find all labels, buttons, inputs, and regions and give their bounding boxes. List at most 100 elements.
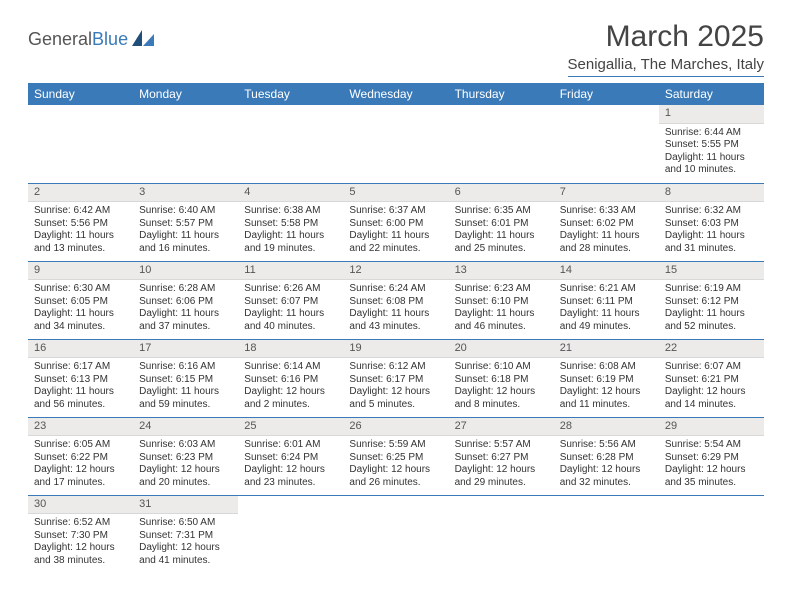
calendar-cell: 11Sunrise: 6:26 AMSunset: 6:07 PMDayligh… bbox=[238, 261, 343, 339]
day-header: Monday bbox=[133, 83, 238, 105]
calendar-cell: 7Sunrise: 6:33 AMSunset: 6:02 PMDaylight… bbox=[554, 183, 659, 261]
day-number: 17 bbox=[133, 340, 238, 359]
sunset-text: Sunset: 6:28 PM bbox=[560, 452, 653, 465]
daylight-text: Daylight: 11 hours and 37 minutes. bbox=[139, 308, 232, 333]
daylight-text: Daylight: 12 hours and 17 minutes. bbox=[34, 464, 127, 489]
sunset-text: Sunset: 6:00 PM bbox=[349, 218, 442, 231]
calendar-cell bbox=[238, 105, 343, 183]
day-number: 4 bbox=[238, 184, 343, 203]
month-title: March 2025 bbox=[568, 20, 765, 54]
day-number: 2 bbox=[28, 184, 133, 203]
daylight-text: Daylight: 11 hours and 49 minutes. bbox=[560, 308, 653, 333]
sunrise-text: Sunrise: 6:42 AM bbox=[34, 205, 127, 218]
daylight-text: Daylight: 11 hours and 43 minutes. bbox=[349, 308, 442, 333]
calendar-cell bbox=[554, 105, 659, 183]
sunset-text: Sunset: 6:07 PM bbox=[244, 296, 337, 309]
calendar-week-row: 16Sunrise: 6:17 AMSunset: 6:13 PMDayligh… bbox=[28, 339, 764, 417]
daylight-text: Daylight: 11 hours and 13 minutes. bbox=[34, 230, 127, 255]
day-header: Tuesday bbox=[238, 83, 343, 105]
daylight-text: Daylight: 11 hours and 46 minutes. bbox=[455, 308, 548, 333]
daylight-text: Daylight: 12 hours and 35 minutes. bbox=[665, 464, 758, 489]
sunset-text: Sunset: 6:02 PM bbox=[560, 218, 653, 231]
day-number: 31 bbox=[133, 496, 238, 515]
sunrise-text: Sunrise: 6:32 AM bbox=[665, 205, 758, 218]
calendar-week-row: 2Sunrise: 6:42 AMSunset: 5:56 PMDaylight… bbox=[28, 183, 764, 261]
daylight-text: Daylight: 11 hours and 16 minutes. bbox=[139, 230, 232, 255]
calendar-cell: 25Sunrise: 6:01 AMSunset: 6:24 PMDayligh… bbox=[238, 417, 343, 495]
calendar-cell: 3Sunrise: 6:40 AMSunset: 5:57 PMDaylight… bbox=[133, 183, 238, 261]
day-body: Sunrise: 6:52 AMSunset: 7:30 PMDaylight:… bbox=[28, 514, 133, 570]
calendar-cell: 23Sunrise: 6:05 AMSunset: 6:22 PMDayligh… bbox=[28, 417, 133, 495]
day-body: Sunrise: 6:01 AMSunset: 6:24 PMDaylight:… bbox=[238, 436, 343, 492]
daylight-text: Daylight: 11 hours and 31 minutes. bbox=[665, 230, 758, 255]
day-number: 13 bbox=[449, 262, 554, 281]
calendar-document: GeneralBlue March 2025 Senigallia, The M… bbox=[0, 0, 792, 593]
day-body: Sunrise: 6:32 AMSunset: 6:03 PMDaylight:… bbox=[659, 202, 764, 258]
calendar-cell: 5Sunrise: 6:37 AMSunset: 6:00 PMDaylight… bbox=[343, 183, 448, 261]
calendar-cell bbox=[343, 495, 448, 573]
day-body: Sunrise: 6:17 AMSunset: 6:13 PMDaylight:… bbox=[28, 358, 133, 414]
day-body: Sunrise: 5:56 AMSunset: 6:28 PMDaylight:… bbox=[554, 436, 659, 492]
daylight-text: Daylight: 12 hours and 23 minutes. bbox=[244, 464, 337, 489]
day-body: Sunrise: 6:14 AMSunset: 6:16 PMDaylight:… bbox=[238, 358, 343, 414]
calendar-cell: 13Sunrise: 6:23 AMSunset: 6:10 PMDayligh… bbox=[449, 261, 554, 339]
day-header: Wednesday bbox=[343, 83, 448, 105]
day-number: 10 bbox=[133, 262, 238, 281]
day-body: Sunrise: 6:10 AMSunset: 6:18 PMDaylight:… bbox=[449, 358, 554, 414]
sunrise-text: Sunrise: 6:33 AM bbox=[560, 205, 653, 218]
calendar-cell: 31Sunrise: 6:50 AMSunset: 7:31 PMDayligh… bbox=[133, 495, 238, 573]
day-body: Sunrise: 6:07 AMSunset: 6:21 PMDaylight:… bbox=[659, 358, 764, 414]
sunrise-text: Sunrise: 6:35 AM bbox=[455, 205, 548, 218]
day-number: 7 bbox=[554, 184, 659, 203]
day-number: 9 bbox=[28, 262, 133, 281]
sunrise-text: Sunrise: 5:56 AM bbox=[560, 439, 653, 452]
daylight-text: Daylight: 11 hours and 40 minutes. bbox=[244, 308, 337, 333]
calendar-cell: 15Sunrise: 6:19 AMSunset: 6:12 PMDayligh… bbox=[659, 261, 764, 339]
calendar-cell: 20Sunrise: 6:10 AMSunset: 6:18 PMDayligh… bbox=[449, 339, 554, 417]
sunrise-text: Sunrise: 6:44 AM bbox=[665, 127, 758, 140]
sunset-text: Sunset: 6:11 PM bbox=[560, 296, 653, 309]
sunrise-text: Sunrise: 6:21 AM bbox=[560, 283, 653, 296]
day-body: Sunrise: 6:40 AMSunset: 5:57 PMDaylight:… bbox=[133, 202, 238, 258]
calendar-cell: 29Sunrise: 5:54 AMSunset: 6:29 PMDayligh… bbox=[659, 417, 764, 495]
sunrise-text: Sunrise: 6:38 AM bbox=[244, 205, 337, 218]
day-number: 29 bbox=[659, 418, 764, 437]
calendar-cell: 18Sunrise: 6:14 AMSunset: 6:16 PMDayligh… bbox=[238, 339, 343, 417]
sunrise-text: Sunrise: 6:40 AM bbox=[139, 205, 232, 218]
sunrise-text: Sunrise: 5:54 AM bbox=[665, 439, 758, 452]
sunset-text: Sunset: 6:21 PM bbox=[665, 374, 758, 387]
sunset-text: Sunset: 6:10 PM bbox=[455, 296, 548, 309]
calendar-cell: 8Sunrise: 6:32 AMSunset: 6:03 PMDaylight… bbox=[659, 183, 764, 261]
sunset-text: Sunset: 6:06 PM bbox=[139, 296, 232, 309]
daylight-text: Daylight: 11 hours and 59 minutes. bbox=[139, 386, 232, 411]
logo-text-2: Blue bbox=[92, 29, 128, 49]
sunset-text: Sunset: 6:08 PM bbox=[349, 296, 442, 309]
sail-icon bbox=[130, 28, 156, 48]
sunset-text: Sunset: 6:18 PM bbox=[455, 374, 548, 387]
header: GeneralBlue March 2025 Senigallia, The M… bbox=[28, 20, 764, 77]
daylight-text: Daylight: 11 hours and 10 minutes. bbox=[665, 152, 758, 177]
day-number: 27 bbox=[449, 418, 554, 437]
day-header: Friday bbox=[554, 83, 659, 105]
daylight-text: Daylight: 11 hours and 56 minutes. bbox=[34, 386, 127, 411]
daylight-text: Daylight: 12 hours and 11 minutes. bbox=[560, 386, 653, 411]
day-number: 20 bbox=[449, 340, 554, 359]
sunrise-text: Sunrise: 6:24 AM bbox=[349, 283, 442, 296]
sunset-text: Sunset: 7:30 PM bbox=[34, 530, 127, 543]
sunrise-text: Sunrise: 6:12 AM bbox=[349, 361, 442, 374]
daylight-text: Daylight: 11 hours and 25 minutes. bbox=[455, 230, 548, 255]
daylight-text: Daylight: 11 hours and 52 minutes. bbox=[665, 308, 758, 333]
calendar-cell: 4Sunrise: 6:38 AMSunset: 5:58 PMDaylight… bbox=[238, 183, 343, 261]
daylight-text: Daylight: 12 hours and 38 minutes. bbox=[34, 542, 127, 567]
sunset-text: Sunset: 6:16 PM bbox=[244, 374, 337, 387]
calendar-cell: 22Sunrise: 6:07 AMSunset: 6:21 PMDayligh… bbox=[659, 339, 764, 417]
calendar-cell bbox=[449, 495, 554, 573]
calendar-cell bbox=[554, 495, 659, 573]
day-body: Sunrise: 6:42 AMSunset: 5:56 PMDaylight:… bbox=[28, 202, 133, 258]
sunset-text: Sunset: 5:55 PM bbox=[665, 139, 758, 152]
sunrise-text: Sunrise: 6:17 AM bbox=[34, 361, 127, 374]
day-body: Sunrise: 6:16 AMSunset: 6:15 PMDaylight:… bbox=[133, 358, 238, 414]
day-body: Sunrise: 5:54 AMSunset: 6:29 PMDaylight:… bbox=[659, 436, 764, 492]
sunset-text: Sunset: 7:31 PM bbox=[139, 530, 232, 543]
day-body: Sunrise: 6:08 AMSunset: 6:19 PMDaylight:… bbox=[554, 358, 659, 414]
